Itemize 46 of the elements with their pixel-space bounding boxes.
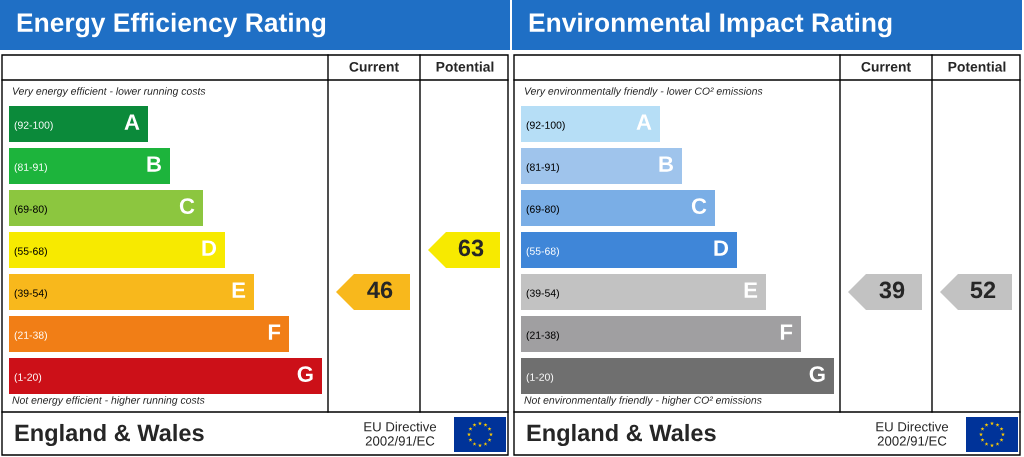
text: (81-91) [526, 163, 559, 173]
text: (92-100) [14, 121, 53, 131]
text: (69-80) [526, 205, 559, 215]
category-label: A [636, 114, 652, 130]
text: Very environmentally friendly - lower CO² emissions [524, 87, 763, 97]
text: EU Directive 2002/91/EC [364, 421, 437, 446]
text: (55-68) [14, 247, 47, 257]
text: Very energy efficient - lower running costs [12, 87, 206, 97]
text: (81-91) [14, 163, 47, 173]
text: Environmental Impact Rating [529, 12, 892, 38]
category-label: E [232, 282, 246, 298]
text: (1-20) [526, 373, 554, 383]
text: Energy Efficiency Rating [17, 12, 326, 38]
text: (39-54) [526, 289, 559, 299]
text: Potential [948, 61, 1006, 72]
category-label: G [297, 366, 313, 382]
category-label: B [147, 156, 161, 172]
category-label: D [202, 240, 217, 256]
text: (55-68) [526, 247, 559, 257]
text: England & Wales [15, 423, 204, 447]
text: Not energy efficient - higher running costs [12, 396, 205, 406]
text: (92-100) [526, 121, 565, 131]
text: Not environmentally friendly - higher CO² emissions [524, 396, 762, 406]
text: Potential [436, 61, 494, 72]
category-label: E [744, 282, 758, 298]
data-label: 52 [970, 281, 996, 299]
text: (39-54) [14, 289, 47, 299]
data-label: 63 [458, 239, 484, 257]
text: (1-20) [14, 373, 42, 383]
category-label: D [714, 240, 729, 256]
text: England & Wales [527, 423, 716, 447]
text: EU Directive 2002/91/EC [876, 421, 949, 446]
text: (21-38) [14, 331, 47, 341]
data-label: 46 [367, 281, 393, 299]
category-label: F [780, 324, 793, 340]
text: Current [349, 61, 399, 72]
category-label: A [124, 114, 140, 130]
text: (21-38) [526, 331, 559, 341]
data-label: 39 [879, 281, 905, 299]
category-label: C [691, 198, 707, 214]
category-label: F [268, 324, 281, 340]
text: Current [861, 61, 911, 72]
category-label: C [179, 198, 195, 214]
category-label: G [809, 366, 825, 382]
text: (69-80) [14, 205, 47, 215]
category-label: B [659, 156, 673, 172]
